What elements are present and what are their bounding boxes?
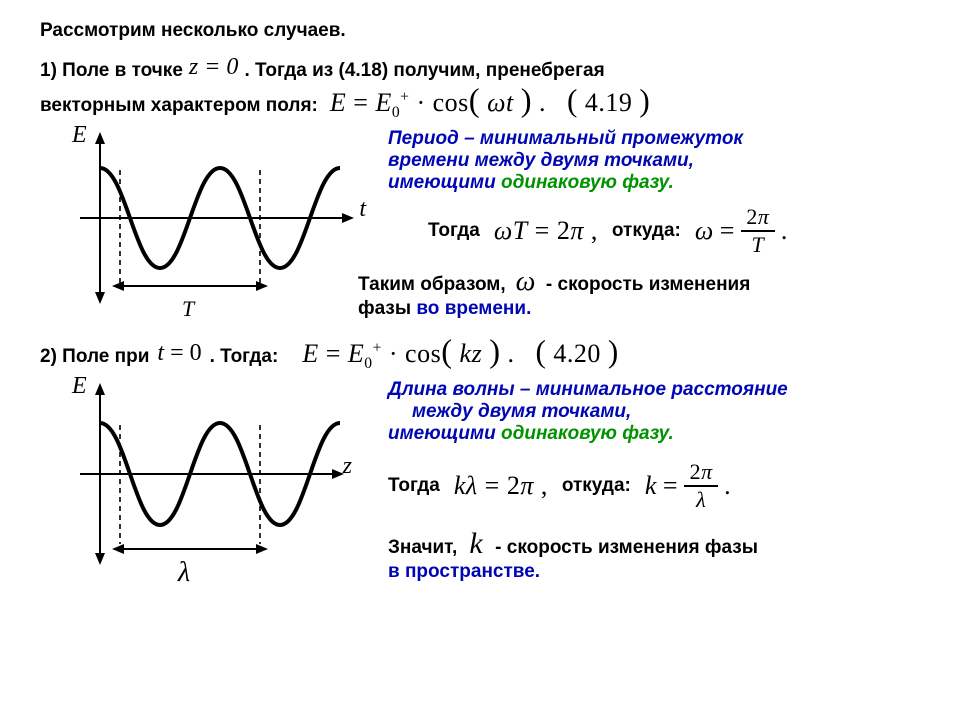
case2-pre: 2) Поле при <box>40 346 149 368</box>
eq-omega-frac: ω= 2π T . <box>695 206 788 256</box>
period-def-1: Период – минимальный промежуток <box>388 128 920 150</box>
case1-concl-a: Таким образом, <box>358 274 506 296</box>
case2-inline-eq: t = 0 <box>157 340 201 367</box>
togda-1: Тогда <box>428 220 480 242</box>
otkuda-2: откуда: <box>562 475 631 497</box>
chart-2: E z λ <box>50 379 370 599</box>
chart2-xlabel: z <box>343 453 352 480</box>
omega-sym: ω <box>516 266 536 298</box>
case2-concl-a: Значит, <box>388 537 457 559</box>
period-def-3b: одинаковую фазу. <box>501 172 674 193</box>
case2-concl-c: в пространстве. <box>388 561 920 583</box>
chart-1: E t T <box>50 128 370 328</box>
eq-4-20: E = E0+ · cos( kz ) . ( 4.20 ) <box>302 334 618 373</box>
otkuda-1: откуда: <box>612 220 681 242</box>
eq-omega-T: ωT = 2π , <box>494 216 598 246</box>
wave-def-2: между двумя точками, <box>412 401 920 423</box>
wave-def-3b: одинаковую фазу. <box>501 423 674 444</box>
chart2-period-label: λ <box>178 557 190 589</box>
case1-concl-b: - скорость изменения <box>546 274 750 296</box>
case1-pre: 1) Поле в точке <box>40 60 183 82</box>
togda-2: Тогда <box>388 475 440 497</box>
eq-k-lambda: kλ = 2π , <box>454 471 548 501</box>
eq-k-frac: k= 2π λ . <box>645 461 731 511</box>
heading: Рассмотрим несколько случаев. <box>40 20 920 42</box>
chart1-xlabel: t <box>359 196 366 223</box>
case2-concl-b: - скорость изменения фазы <box>495 537 758 559</box>
k-sym: k <box>469 527 483 561</box>
case1-post: . Тогда из (4.18) получим, пренебрегая <box>244 60 604 82</box>
wave-def-3a: имеющими <box>388 423 501 444</box>
wave-def-1: Длина волны – минимальное расстояние <box>388 379 920 401</box>
period-def-3a: имеющими <box>388 172 501 193</box>
chart1-period-label: T <box>182 296 194 322</box>
period-def-2: времени между двумя точками, <box>388 150 920 172</box>
chart1-ylabel: E <box>72 122 87 149</box>
case1-concl-c2: во времени. <box>416 298 531 319</box>
chart2-ylabel: E <box>72 373 87 400</box>
eq-4-19: E = E0+ · cos( ωt ) . ( 4.19 ) <box>330 83 650 122</box>
case2-post: . Тогда: <box>210 346 279 368</box>
case1-inline-eq: z = 0 <box>189 54 239 81</box>
case1-line2: векторным характером поля: <box>40 95 318 117</box>
